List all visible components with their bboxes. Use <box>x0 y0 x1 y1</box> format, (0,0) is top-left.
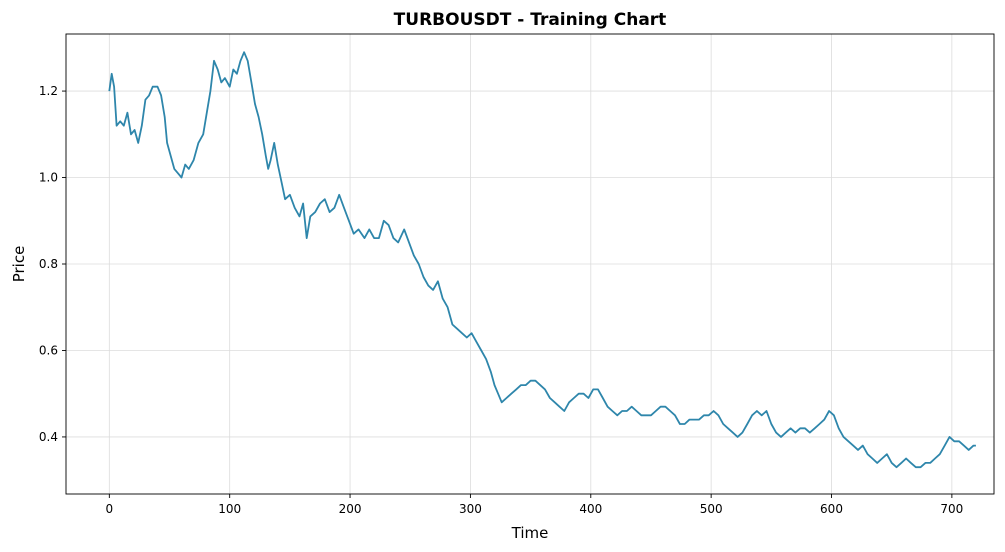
y-tick-label: 1.2 <box>39 84 58 98</box>
x-tick-label: 600 <box>820 502 843 516</box>
series-layer <box>108 51 976 469</box>
y-tick-label: 0.4 <box>39 430 58 444</box>
x-tick-label: 500 <box>700 502 723 516</box>
y-axis-label: Price <box>10 246 28 283</box>
y-tick-label: 0.6 <box>39 343 58 357</box>
x-axis-label: Time <box>511 524 549 542</box>
price-series-line <box>108 51 976 469</box>
y-axis-ticks: 0.4 0.6 0.8 1.0 1.2 <box>39 84 66 444</box>
x-tick-label: 0 <box>106 502 114 516</box>
grid-layer <box>66 34 994 494</box>
x-tick-label: 700 <box>940 502 963 516</box>
chart-title: TURBOUSDT - Training Chart <box>394 10 667 30</box>
y-tick-label: 0.8 <box>39 257 58 271</box>
x-axis-ticks: 0 100 200 300 400 500 600 700 <box>106 494 963 516</box>
x-tick-label: 100 <box>218 502 241 516</box>
x-tick-label: 300 <box>459 502 482 516</box>
x-tick-label: 400 <box>579 502 602 516</box>
x-tick-label: 200 <box>339 502 362 516</box>
y-tick-label: 1.0 <box>39 171 58 185</box>
